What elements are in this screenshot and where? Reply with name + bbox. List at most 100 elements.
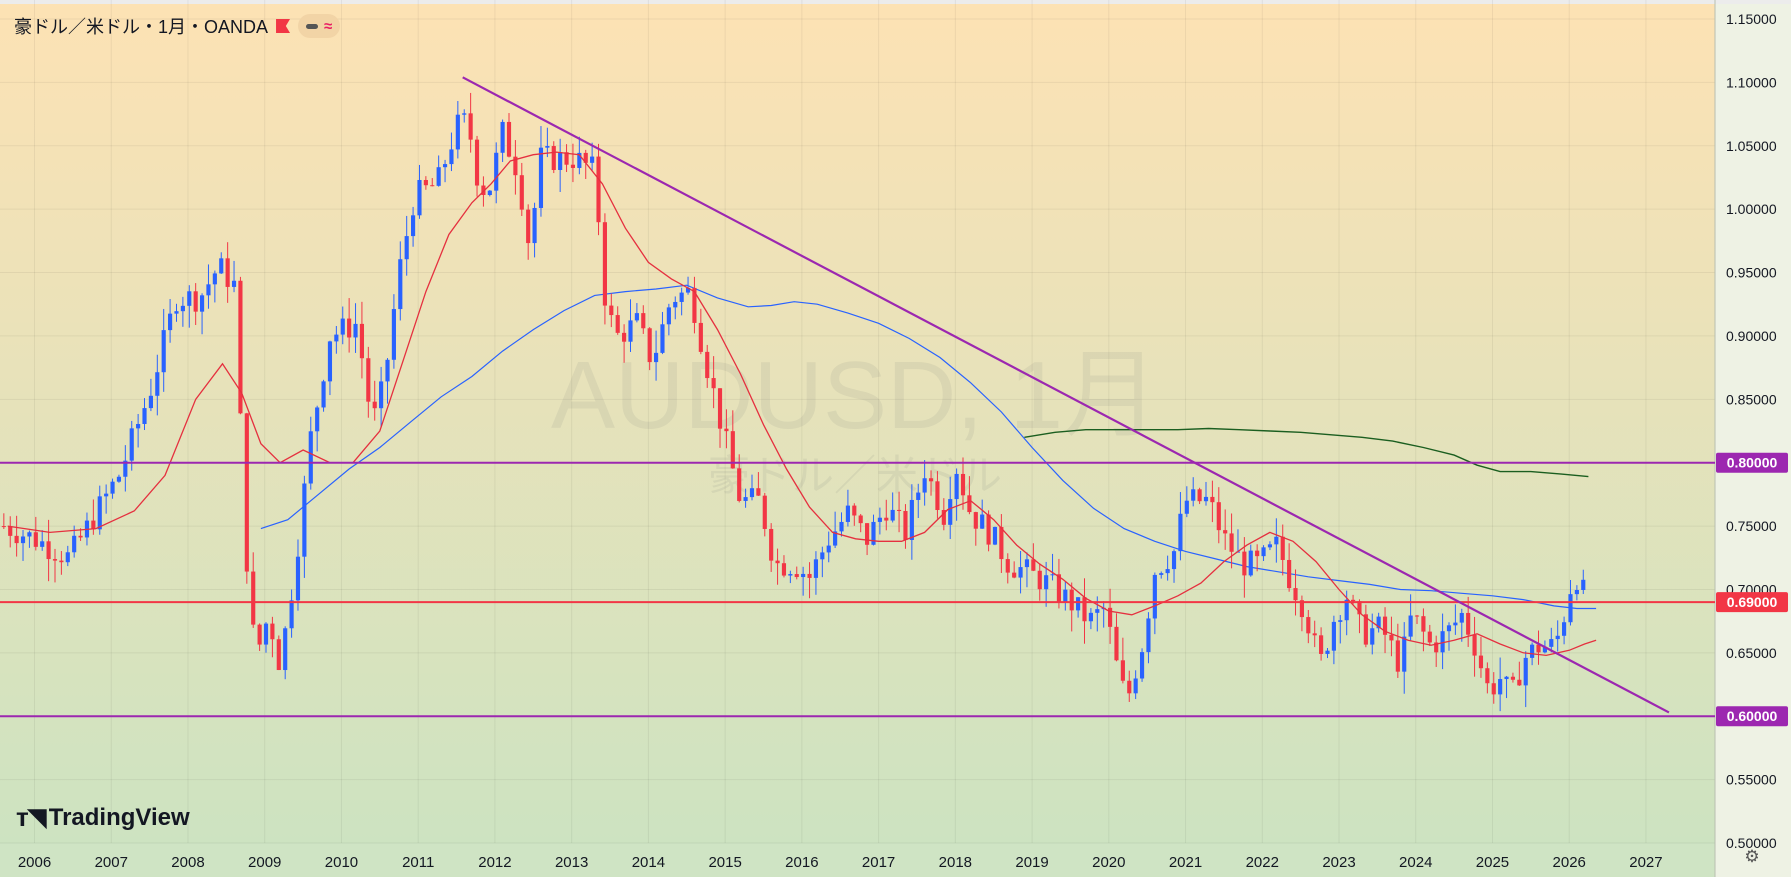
candle-body <box>1274 536 1279 545</box>
candle-body <box>283 628 288 671</box>
candle-body <box>193 291 198 312</box>
candle-body <box>398 259 403 310</box>
candle-body <box>257 624 262 645</box>
y-tick-label: 1.10000 <box>1726 74 1777 90</box>
x-tick-label: 2014 <box>632 854 665 871</box>
candle-body <box>647 328 652 363</box>
x-tick-label: 2023 <box>1322 854 1355 871</box>
candle-body <box>1491 683 1496 695</box>
candle-body <box>935 481 940 511</box>
top-border <box>0 0 1791 4</box>
candle-body <box>660 324 665 353</box>
watermark-symbol: AUDUSD, 1月 <box>551 342 1159 449</box>
candle-body <box>1139 652 1145 679</box>
x-tick-label: 2027 <box>1629 854 1662 871</box>
candle-body <box>781 563 787 576</box>
candle-body <box>1331 621 1336 651</box>
candle-body <box>730 431 735 469</box>
candle-body <box>634 313 639 321</box>
candle-body <box>1024 559 1030 568</box>
candle-body <box>59 560 64 563</box>
x-tick-label: 2021 <box>1169 854 1202 871</box>
candle-body <box>858 515 863 524</box>
candle-body <box>737 468 742 501</box>
candle-body <box>1127 680 1132 694</box>
x-tick-label: 2010 <box>325 854 358 871</box>
candle-body <box>238 280 243 414</box>
chart-legend[interactable]: 豪ドル／米ドル・1月・OANDA ≈ <box>14 14 341 38</box>
candle-body <box>788 574 793 576</box>
candle-body <box>775 560 780 564</box>
candle-body <box>871 521 876 545</box>
candle-body <box>263 623 269 645</box>
candle-body <box>526 209 531 244</box>
candle-body <box>1395 640 1400 672</box>
candle-body <box>1472 634 1477 656</box>
wave-icon[interactable]: ≈ <box>324 17 333 35</box>
indicators-pill[interactable]: ≈ <box>298 14 341 38</box>
y-tick-label: 0.55000 <box>1726 772 1777 788</box>
candle-body <box>813 559 819 578</box>
descending-trendline <box>462 76 1670 714</box>
candle-body <box>91 520 96 530</box>
candle-body <box>1542 646 1547 653</box>
candle-body <box>513 156 518 176</box>
candle-body <box>33 532 38 547</box>
candle-body <box>1050 574 1055 576</box>
candle-body <box>366 358 371 402</box>
y-tick-label: 0.75000 <box>1726 518 1777 534</box>
candle-body <box>896 509 902 511</box>
minus-icon[interactable] <box>306 23 319 29</box>
candle-body <box>347 318 352 338</box>
candle-body <box>602 222 607 306</box>
settings-gear-icon[interactable]: ⚙ <box>1744 847 1760 866</box>
candle-body <box>1344 599 1349 621</box>
candle-body <box>1216 502 1221 531</box>
candle-body <box>1574 589 1579 595</box>
candle-body <box>1171 551 1177 570</box>
candle-body <box>820 552 825 560</box>
candle-body <box>992 526 998 545</box>
candle-body <box>1350 599 1356 602</box>
candle-body <box>749 488 755 498</box>
candle-body <box>1517 679 1522 686</box>
candle-body <box>225 258 230 287</box>
x-tick-label: 2016 <box>785 854 818 871</box>
candle-body <box>187 291 192 306</box>
x-tick-label: 2012 <box>478 854 511 871</box>
symbol-title[interactable]: 豪ドル／米ドル・1月・OANDA <box>14 17 269 37</box>
candle-body <box>411 215 416 237</box>
candle-body <box>206 284 211 296</box>
candle-body <box>1287 559 1292 589</box>
candle-body <box>1562 622 1567 636</box>
tradingview-logo-text: TradingView <box>48 803 190 831</box>
candle-body <box>1376 616 1381 629</box>
candle-body <box>1044 575 1049 590</box>
candle-body <box>1063 589 1068 602</box>
candle-body <box>104 493 109 497</box>
x-tick-label: 2020 <box>1092 854 1125 871</box>
candle-body <box>315 407 320 432</box>
candle-body <box>551 146 556 171</box>
candle-body <box>1248 550 1253 576</box>
flag-icon[interactable] <box>276 19 291 33</box>
candle-body <box>1427 631 1432 643</box>
candle-body <box>65 552 70 563</box>
candle-body <box>698 322 703 352</box>
candle-body <box>1434 642 1439 653</box>
candle-body <box>756 488 761 496</box>
candle-body <box>1184 500 1189 514</box>
candle-body <box>673 301 678 308</box>
candle-body <box>1414 615 1420 617</box>
candle-body <box>276 639 281 671</box>
candle-body <box>1459 612 1464 623</box>
x-tick-label: 2022 <box>1246 854 1279 871</box>
candle-body <box>884 517 889 521</box>
candle-body <box>1191 489 1196 501</box>
candle-body <box>1319 635 1324 654</box>
candle-body <box>1325 650 1330 654</box>
candle-body <box>564 152 569 165</box>
tradingview-logo[interactable]: ᴛ◥ TradingView <box>16 802 190 833</box>
